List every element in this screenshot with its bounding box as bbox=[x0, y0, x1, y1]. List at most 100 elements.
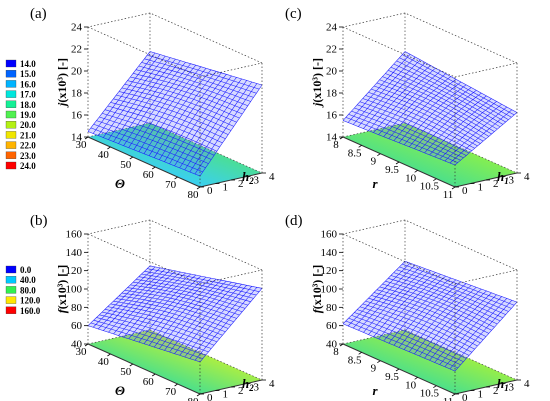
legend-label: 40.0 bbox=[20, 275, 36, 285]
surface-mesh-line bbox=[159, 72, 222, 160]
x-tick-label: 11 bbox=[443, 189, 454, 201]
surface-mesh-line bbox=[434, 294, 497, 363]
x-tick bbox=[151, 373, 156, 377]
x-tick bbox=[414, 170, 418, 173]
legend-swatch bbox=[5, 265, 17, 274]
legend-label: 14.0 bbox=[20, 59, 36, 69]
z-tick-label: 16 bbox=[326, 110, 338, 122]
x-tick-label: 30 bbox=[76, 346, 88, 358]
x-tick bbox=[196, 186, 201, 190]
surface-mesh-line bbox=[174, 77, 237, 167]
z-tick-label: 100 bbox=[321, 284, 338, 296]
x-axis-title: r bbox=[372, 176, 378, 191]
y-tick-label: 2 bbox=[493, 178, 499, 190]
surface-mesh-line bbox=[379, 286, 492, 331]
y-tick-label: 3 bbox=[254, 175, 260, 187]
surface-mesh-line bbox=[138, 65, 251, 102]
surface-mesh-line bbox=[419, 288, 482, 357]
x-tick bbox=[433, 385, 437, 388]
x-tick bbox=[451, 186, 456, 190]
z-axis-title-unit: (x10³) [-] bbox=[55, 265, 69, 310]
x-tick-label: 9.5 bbox=[385, 164, 399, 176]
x-tick bbox=[339, 343, 344, 347]
surface-mesh-line bbox=[454, 301, 518, 372]
box-edge bbox=[454, 269, 518, 285]
z-axis-title-symbol: j bbox=[55, 102, 69, 108]
box-edge bbox=[87, 343, 201, 395]
z-tick-label: 22 bbox=[326, 44, 337, 56]
z-tick-label: 20 bbox=[326, 66, 338, 78]
z-tick-label: 18 bbox=[326, 88, 338, 100]
surface-mesh-line bbox=[449, 300, 513, 370]
box-edge-hidden bbox=[149, 329, 263, 381]
box-edge-hidden bbox=[404, 122, 518, 174]
surface-mesh-line bbox=[449, 109, 513, 164]
box-edge bbox=[404, 219, 518, 271]
box-edge bbox=[87, 233, 201, 285]
legend-swatch bbox=[5, 286, 17, 294]
z-tick-label: 40 bbox=[326, 339, 338, 351]
y-tick-label: 2 bbox=[238, 385, 244, 397]
x-tick bbox=[414, 377, 418, 380]
box-edge bbox=[342, 233, 456, 285]
surface-mesh-line bbox=[404, 261, 518, 303]
z-axis-title-unit: (x10³) [-] bbox=[310, 265, 324, 310]
z-tick-label: 80 bbox=[326, 302, 338, 314]
z-tick-label: 14 bbox=[71, 132, 83, 144]
x-tick-label: 80 bbox=[188, 189, 200, 201]
x-tick-label: 9 bbox=[371, 363, 377, 375]
x-tick bbox=[151, 166, 156, 170]
surface-mesh-line bbox=[194, 83, 258, 175]
legend-label: 20.0 bbox=[20, 120, 36, 130]
x-tick-label: 50 bbox=[120, 159, 132, 171]
surface-mesh-line bbox=[189, 286, 253, 359]
surface-mesh-line bbox=[164, 74, 227, 162]
surface-mesh-line bbox=[388, 278, 501, 322]
surface-mesh-line bbox=[138, 276, 251, 302]
surface-mesh-line bbox=[379, 79, 492, 135]
z-axis-title-unit: (x10³) [-] bbox=[55, 58, 69, 103]
z-tick-label: 140 bbox=[321, 247, 338, 259]
surface-mesh-line bbox=[121, 292, 234, 323]
y-axis-title: h1 bbox=[497, 169, 509, 186]
surface-mesh-line bbox=[149, 265, 263, 289]
surface-mesh-line bbox=[189, 81, 253, 173]
z-axis-title: f(x10³) [-] bbox=[55, 265, 69, 314]
legend-label: 16.0 bbox=[20, 79, 36, 89]
surface-mesh-line bbox=[390, 275, 504, 319]
surface-mesh-line bbox=[135, 69, 249, 106]
y-tick-label: 3 bbox=[509, 382, 515, 394]
surface-mesh-line bbox=[141, 273, 254, 299]
z-tick-label: 140 bbox=[66, 247, 83, 259]
z-tick-label: 20 bbox=[71, 66, 83, 78]
x-tick bbox=[107, 353, 111, 357]
chart-panel: 40608010012014016030405060708001234Θh2f(… bbox=[30, 213, 275, 401]
x-tick-label: 40 bbox=[98, 356, 110, 368]
y-axis-title-subscript: 1 bbox=[504, 383, 509, 393]
surface-mesh-line bbox=[184, 80, 247, 171]
y-tick-label: 2 bbox=[493, 385, 499, 397]
z-tick-label: 60 bbox=[326, 320, 338, 332]
surface-mesh-line bbox=[382, 76, 495, 132]
box-edge bbox=[199, 269, 263, 285]
surface-mesh-line bbox=[429, 292, 492, 361]
surface-mesh-line bbox=[147, 54, 260, 90]
surface-mesh-line bbox=[133, 281, 246, 309]
x-tick bbox=[107, 146, 111, 150]
surface-mesh-line bbox=[403, 84, 467, 145]
y-tick-label: 4 bbox=[524, 171, 530, 183]
surface-mesh-line bbox=[403, 283, 467, 350]
x-tick bbox=[358, 145, 362, 148]
surface-mesh-line bbox=[130, 76, 243, 115]
legend-swatch bbox=[5, 306, 17, 314]
x-tick-label: 60 bbox=[143, 169, 155, 181]
legend-swatch bbox=[5, 141, 17, 149]
surface-mesh-line bbox=[144, 58, 257, 94]
surface-mesh-line bbox=[402, 54, 515, 116]
legend-swatch bbox=[5, 110, 17, 119]
x-tick bbox=[339, 136, 344, 140]
y-tick-label: 4 bbox=[269, 171, 275, 183]
